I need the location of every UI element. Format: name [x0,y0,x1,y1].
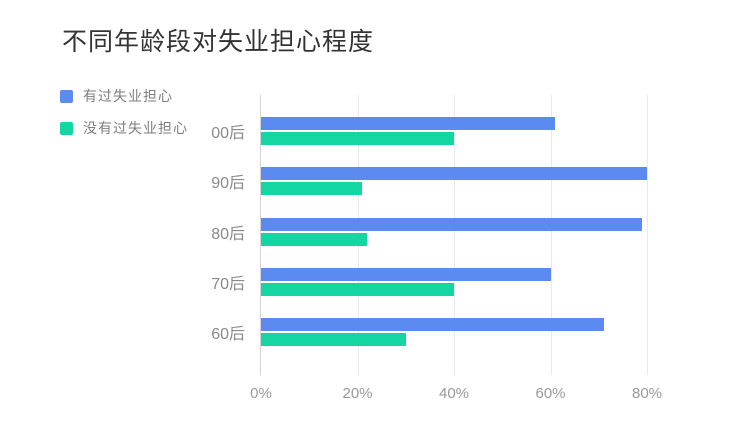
plot-area: 0% 20% 40% 60% 80% 00后 90后 80后 70后 60后 [211,95,747,402]
bar-worried [261,167,647,181]
bar-not-worried [261,182,363,196]
bar-not-worried [261,232,368,246]
bar-row: 80后 [211,217,747,246]
bar-not-worried [261,282,454,296]
x-tick-label: 40% [438,385,470,402]
bar-not-worried [261,333,406,346]
bar-worried [261,217,643,231]
x-tick-label: 0% [250,385,272,402]
legend-label-not-worried: 没有过失业担心 [83,120,188,136]
bar-row: 00后 [211,117,747,145]
category-label: 80后 [211,225,245,243]
x-tick-label: 60% [535,385,566,402]
category-label: 90后 [211,175,245,193]
bar-row: 90后 [211,167,747,196]
bar-row: 70后 [211,267,747,296]
legend-swatch-worried-icon [60,89,73,103]
bar-row: 60后 [211,318,747,346]
bar-not-worried [261,132,454,145]
gridline [454,95,455,375]
gridline [550,95,552,375]
bar-worried [261,267,551,281]
legend-item-worried: 有过失业担心 [60,87,173,105]
bar-worried [261,117,556,130]
x-tick-label: 20% [342,385,373,402]
category-label: 60后 [211,326,245,343]
legend-swatch-not-worried-icon [60,121,73,135]
legend-label-worried: 有过失业担心 [83,88,173,104]
legend-item-not-worried: 没有过失业担心 [60,119,188,137]
category-label: 00后 [211,125,245,142]
chart-title: 不同年龄段对失业担心程度 [62,28,375,56]
category-label: 70后 [211,275,245,293]
x-tick-label: 80% [631,385,663,402]
gridline [647,95,648,375]
bar-worried [261,318,604,331]
